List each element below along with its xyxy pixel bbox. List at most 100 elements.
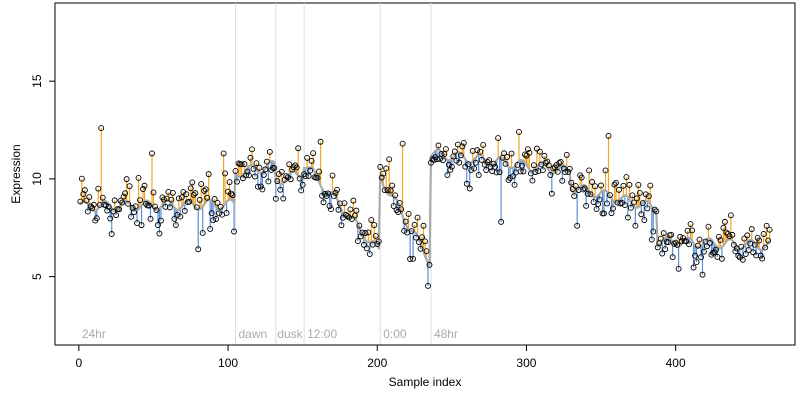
- data-point: [607, 192, 613, 199]
- data-point: [718, 255, 725, 262]
- data-point: [692, 252, 698, 259]
- data-point: [596, 196, 603, 203]
- data-point: [624, 214, 631, 221]
- data-point: [701, 248, 707, 255]
- data-point: [539, 167, 546, 174]
- data-point: [345, 214, 352, 221]
- data-point: [247, 154, 254, 161]
- data-point: [413, 234, 419, 241]
- data-point: [472, 159, 479, 166]
- data-point: [359, 229, 366, 236]
- data-point: [77, 198, 84, 205]
- data-point: [516, 129, 522, 135]
- data-point: [517, 168, 524, 175]
- data-point: [220, 150, 227, 157]
- data-point: [566, 165, 573, 172]
- x-tick-label: 0: [76, 356, 83, 370]
- data-point: [620, 182, 627, 189]
- data-point: [304, 154, 311, 161]
- data-point: [162, 203, 169, 210]
- data-point: [356, 222, 363, 229]
- data-point: [302, 173, 309, 180]
- data-point: [344, 213, 351, 219]
- data-point: [396, 200, 403, 206]
- data-point: [402, 218, 409, 225]
- data-point: [690, 264, 697, 271]
- data-point: [198, 181, 205, 188]
- data-point: [250, 165, 257, 172]
- data-point: [372, 232, 379, 239]
- data-point: [519, 162, 525, 169]
- data-point: [698, 254, 704, 261]
- data-point: [648, 236, 655, 243]
- data-point: [417, 245, 424, 252]
- data-point: [262, 166, 269, 173]
- x-tick-label: 100: [218, 356, 238, 370]
- annotation-label: 12:00: [307, 327, 337, 341]
- data-point: [147, 215, 154, 222]
- y-tick-label: 15: [30, 74, 44, 88]
- data-point: [439, 157, 446, 164]
- data-point: [765, 237, 772, 244]
- data-point: [451, 148, 458, 155]
- plot-frame: [54, 2, 796, 346]
- data-point: [347, 206, 354, 213]
- data-point: [583, 202, 590, 209]
- data-point: [229, 192, 236, 199]
- data-point: [89, 205, 96, 212]
- data-point: [751, 241, 758, 248]
- data-point: [256, 164, 263, 171]
- data-point: [680, 235, 687, 242]
- data-point: [453, 157, 460, 164]
- data-point: [171, 215, 178, 222]
- data-point: [190, 191, 197, 198]
- data-point: [122, 190, 129, 197]
- data-point: [338, 222, 345, 229]
- data-point: [287, 176, 294, 183]
- time-annotations: 24hr dawn dusk 12:00 0:00 48hr: [82, 327, 458, 341]
- data-point: [563, 151, 570, 158]
- data-point: [286, 161, 293, 168]
- data-point: [277, 186, 284, 193]
- data-point: [662, 246, 669, 253]
- data-point: [392, 192, 399, 199]
- data-point: [445, 161, 452, 168]
- data-point: [226, 179, 233, 186]
- data-point: [759, 255, 766, 262]
- annotation-label: 24hr: [82, 327, 106, 341]
- data-point: [633, 195, 640, 202]
- data-point: [138, 222, 145, 229]
- data-point: [684, 227, 691, 234]
- data-point: [627, 204, 634, 211]
- data-point: [660, 230, 667, 237]
- data-point: [442, 146, 449, 153]
- data-point: [84, 208, 91, 215]
- data-point: [510, 173, 516, 180]
- data-point: [284, 174, 291, 181]
- data-point: [474, 147, 481, 154]
- data-point: [520, 168, 527, 175]
- data-point: [408, 228, 415, 234]
- x-axis: 0 100 200 300 400: [76, 344, 686, 370]
- data-point: [502, 160, 509, 167]
- data-point: [411, 221, 418, 228]
- data-point: [715, 233, 722, 240]
- data-point: [189, 179, 196, 186]
- data-point: [657, 235, 664, 242]
- y-tick-label: 10: [30, 172, 44, 186]
- data-point: [178, 194, 185, 201]
- data-point: [511, 181, 518, 188]
- data-point: [613, 179, 619, 186]
- data-point: [602, 167, 609, 174]
- data-point: [153, 207, 160, 214]
- data-point: [457, 152, 464, 159]
- data-point: [426, 261, 433, 268]
- data-point: [529, 177, 536, 184]
- data-point: [668, 231, 675, 238]
- data-point: [699, 271, 706, 278]
- data-point: [623, 174, 630, 181]
- data-point: [128, 213, 135, 220]
- data-point: [456, 159, 463, 166]
- data-point: [636, 190, 643, 196]
- x-axis-label: Sample index: [389, 375, 462, 389]
